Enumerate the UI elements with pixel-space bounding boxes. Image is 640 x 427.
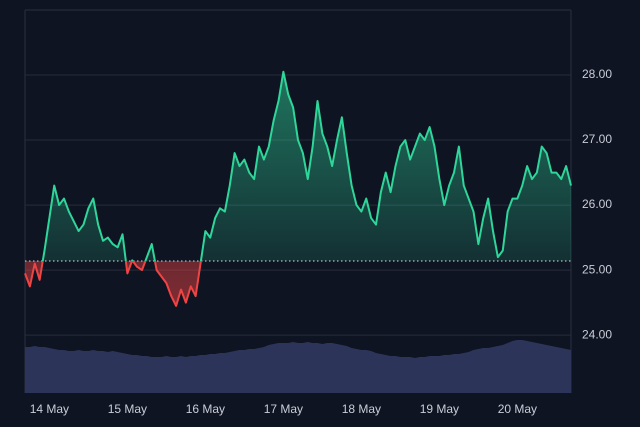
y-tick-label: 28.00 xyxy=(582,67,612,81)
area-above xyxy=(25,71,571,261)
x-tick-label: 15 May xyxy=(108,402,147,416)
x-tick-label: 17 May xyxy=(264,402,303,416)
x-tick-label: 14 May xyxy=(30,402,69,416)
x-tick-label: 16 May xyxy=(186,402,225,416)
x-tick-label: 18 May xyxy=(342,402,381,416)
y-tick-label: 26.00 xyxy=(582,197,612,211)
x-tick-label: 20 May xyxy=(498,402,537,416)
line-above xyxy=(41,70,572,261)
x-tick-label: 19 May xyxy=(420,402,459,416)
y-tick-label: 27.00 xyxy=(582,132,612,146)
y-tick-label: 24.00 xyxy=(582,327,612,341)
y-tick-label: 25.00 xyxy=(582,262,612,276)
volume-area xyxy=(25,340,571,393)
area-below xyxy=(25,260,201,306)
